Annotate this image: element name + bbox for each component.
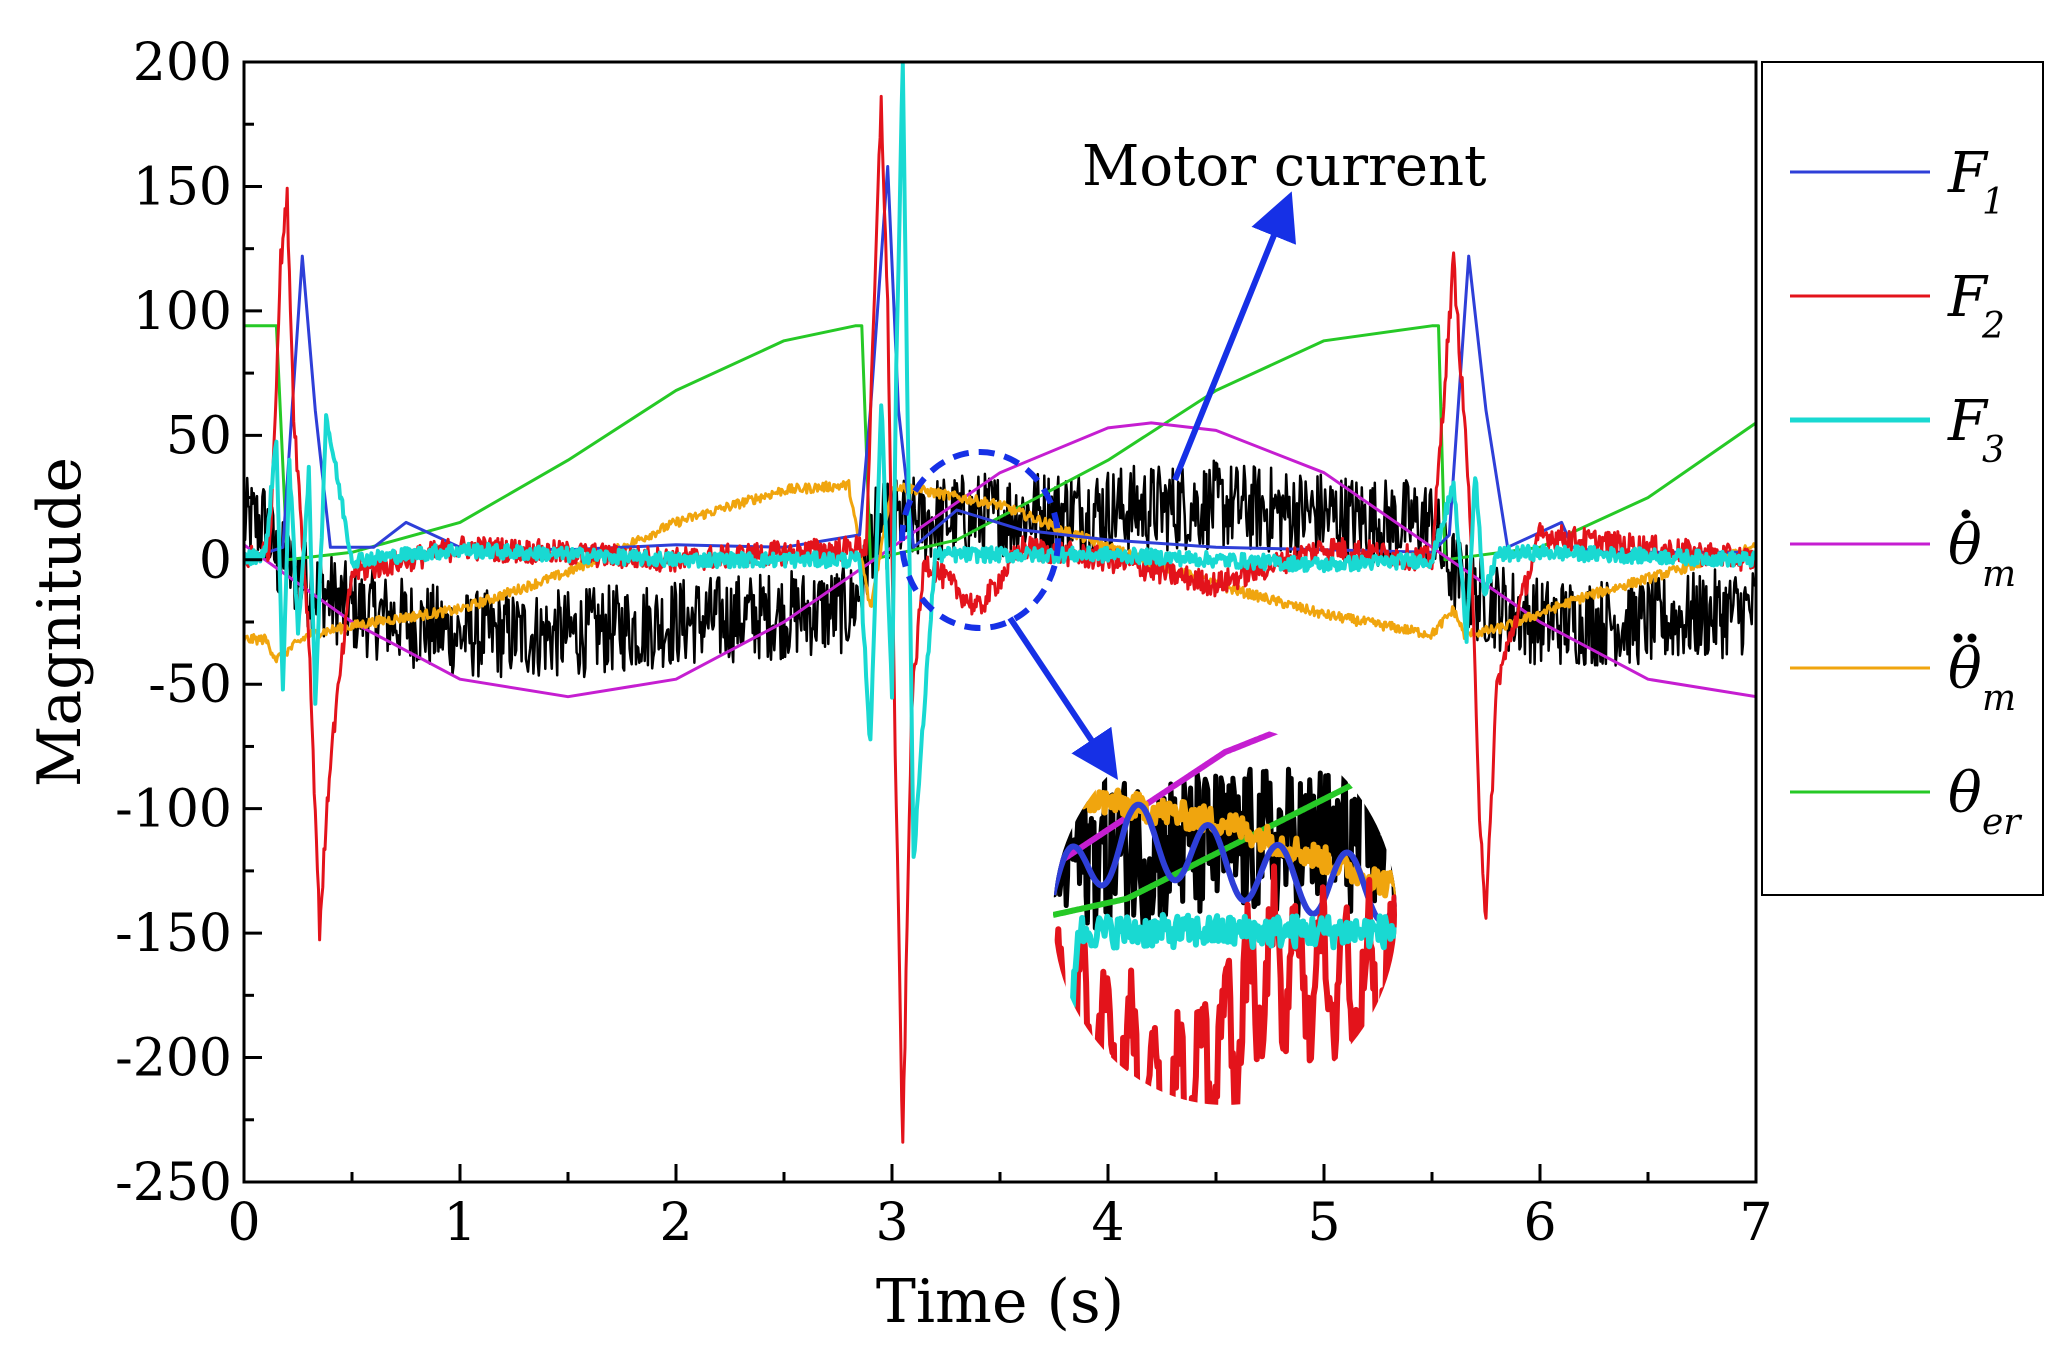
zoom-arrow xyxy=(1007,616,1118,780)
x-tick-label: 4 xyxy=(1091,1193,1124,1253)
legend-symbol: F xyxy=(1947,389,1989,454)
y-tick-label: 150 xyxy=(133,157,232,217)
inset-line-motor-current xyxy=(1053,762,1397,931)
x-axis: 0 1 2 3 4 5 6 7 xyxy=(227,1164,1773,1253)
x-tick-label: 6 xyxy=(1523,1193,1556,1253)
legend-subscript: m xyxy=(1982,554,2016,595)
zoom-inset xyxy=(1053,725,1397,1105)
legend-derivative-dot xyxy=(1967,633,1977,643)
x-tick-label: 0 xyxy=(227,1193,260,1253)
y-tick-label: 100 xyxy=(133,282,232,342)
motor-current-arrow xyxy=(1172,191,1297,482)
legend-symbol: θ xyxy=(1948,513,1982,578)
legend-subscript: 2 xyxy=(1981,306,2005,347)
inset-line-f1 xyxy=(1053,801,1397,925)
x-tick-label: 7 xyxy=(1739,1193,1772,1253)
series-line-theta_er xyxy=(244,324,1756,562)
legend-symbol: θ xyxy=(1948,761,1982,826)
legend-subscript: er xyxy=(1982,802,2022,843)
y-tick-label: -200 xyxy=(115,1029,232,1089)
y-tick-label: -100 xyxy=(115,780,232,840)
inset-line-theta_m_dot xyxy=(1053,725,1397,869)
x-tick-label: 3 xyxy=(875,1193,908,1253)
y-axis: 200 150 100 50 0 -50 -100 -150 -200 -250 xyxy=(115,33,262,1213)
x-tick-label: 5 xyxy=(1307,1193,1340,1253)
legend-symbol: F xyxy=(1947,141,1989,206)
y-tick-label: 0 xyxy=(199,531,232,591)
x-tick-label: 1 xyxy=(443,1193,476,1253)
legend-derivative-dot xyxy=(1953,633,1963,643)
legend-box xyxy=(1761,61,2044,896)
legend-derivative-dot xyxy=(1961,509,1971,519)
inset-line-f3 xyxy=(1053,912,1397,1105)
y-tick-label: -150 xyxy=(115,904,232,964)
zoom-highlight-circle xyxy=(899,449,1061,631)
x-tick-label: 2 xyxy=(659,1193,692,1253)
y-tick-label: 200 xyxy=(133,33,232,93)
legend-subscript: m xyxy=(1982,678,2016,719)
legend-symbol: θ xyxy=(1948,637,1982,702)
y-axis-label: Magnitude xyxy=(25,457,95,787)
y-tick-label: -250 xyxy=(115,1153,232,1213)
inset-line-f2 xyxy=(1053,863,1397,1105)
legend-subscript: 1 xyxy=(1982,182,2005,223)
y-tick-label: -50 xyxy=(148,655,232,715)
legend-subscript: 3 xyxy=(1982,430,2005,471)
motor-current-annotation: Motor current xyxy=(1082,134,1487,199)
x-axis-label: Time (s) xyxy=(876,1267,1124,1337)
series-line-f1 xyxy=(244,165,1756,562)
legend-symbol: F xyxy=(1947,265,1989,330)
y-tick-label: 50 xyxy=(166,406,232,466)
